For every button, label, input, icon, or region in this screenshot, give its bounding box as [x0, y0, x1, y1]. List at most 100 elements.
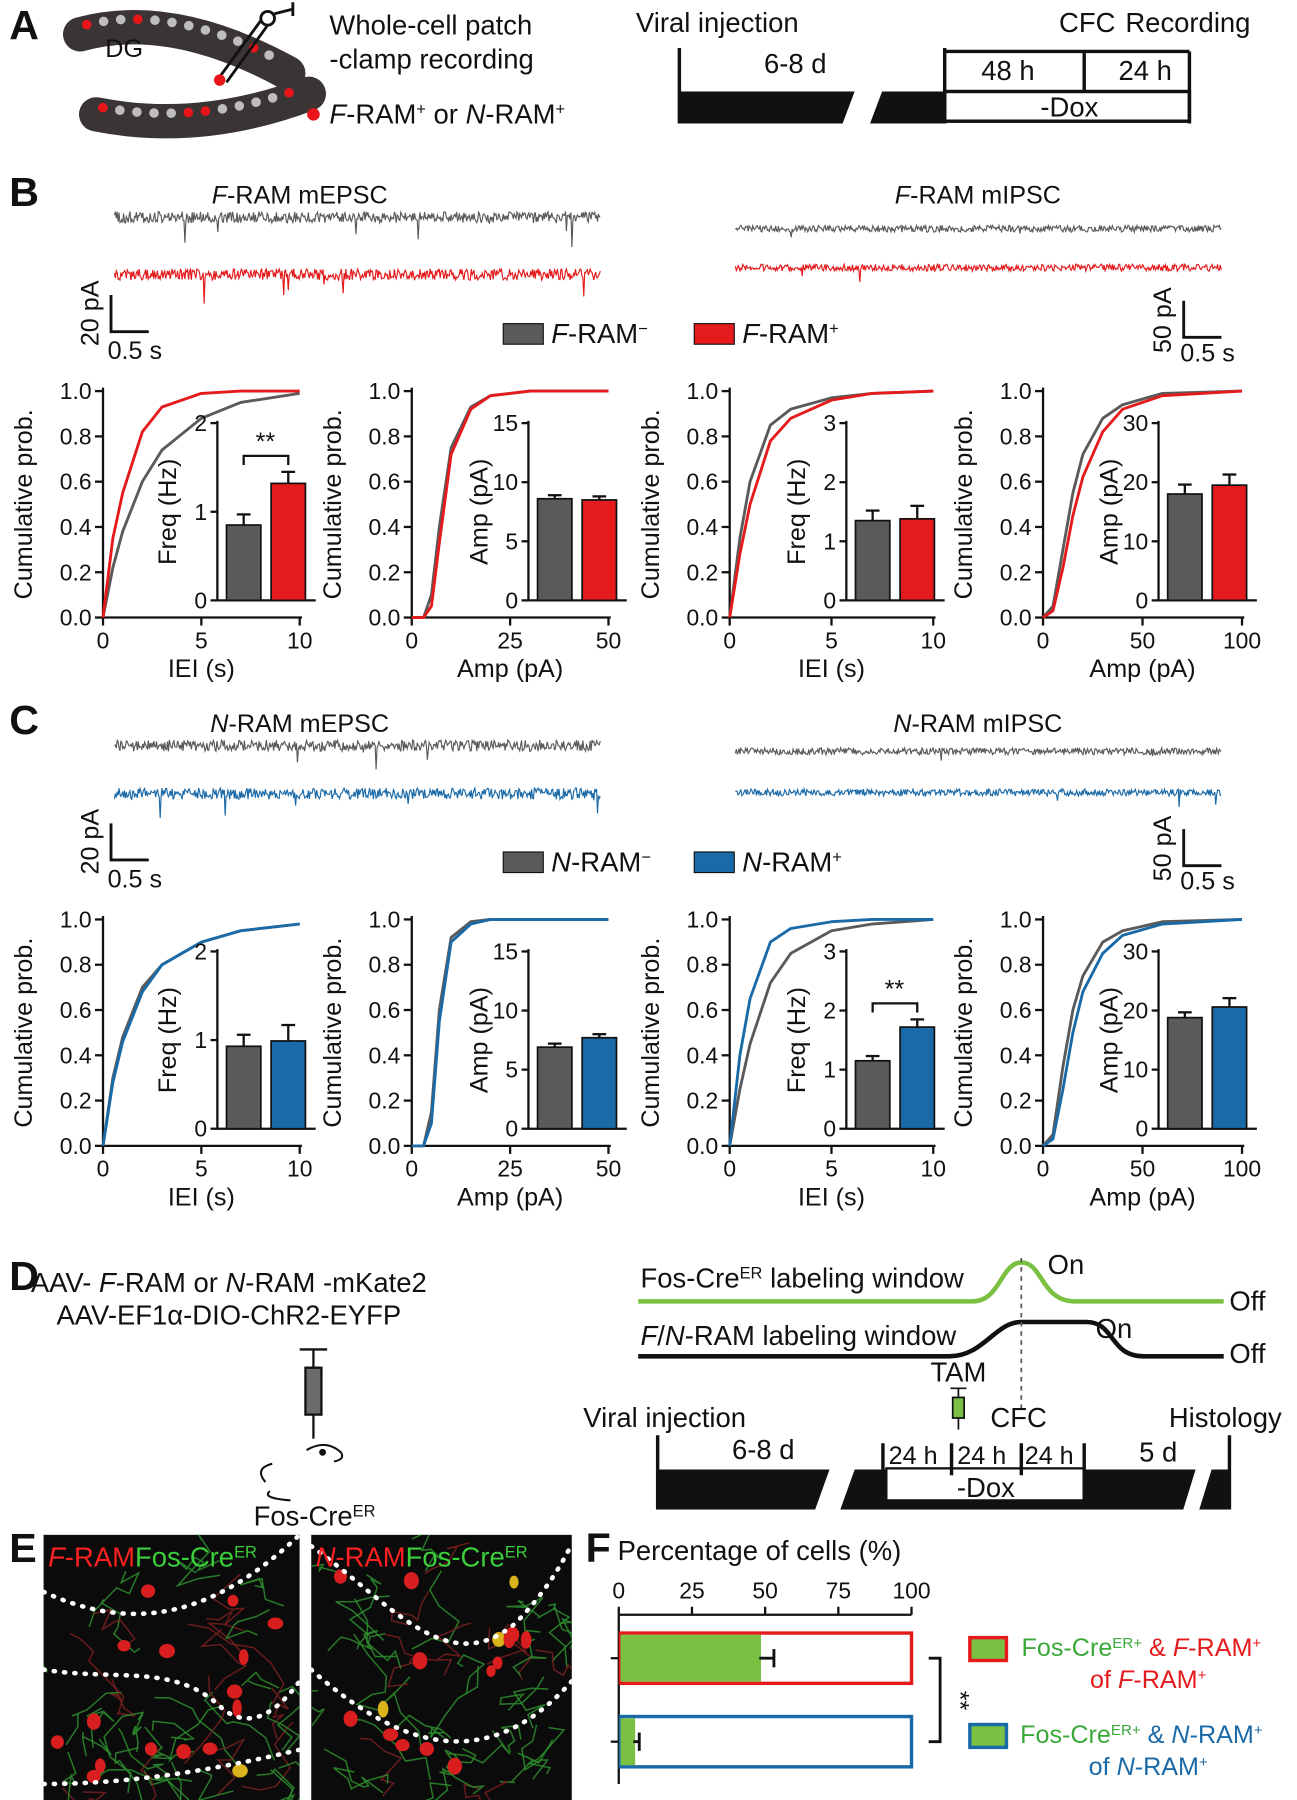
y-tick-label: 0.0: [1000, 605, 1032, 631]
fiber: [131, 1713, 144, 1753]
text-segment: -RAM: [762, 846, 832, 877]
y-tick-label: 1.0: [60, 378, 92, 404]
x-tick-label: 25: [497, 627, 522, 653]
legend-label: of F-RAM+: [1090, 1666, 1207, 1694]
bar: [899, 1026, 936, 1130]
y-tick-label: 0.0: [60, 605, 92, 631]
inset-y-tick-label: 30: [1123, 410, 1148, 436]
micrograph-label: N-RAMFos-CreER: [316, 1542, 528, 1573]
panel-letter: B: [9, 169, 39, 215]
text-segment: Fos-Cre: [1022, 1634, 1113, 1662]
fiber: [501, 1724, 522, 1753]
current-trace: [735, 786, 1222, 807]
legend-swatch: [502, 323, 544, 345]
timeline-label: 24 h: [1119, 55, 1172, 86]
text-segment: F: [742, 318, 761, 349]
fiber: [109, 1678, 136, 1717]
fiber: [69, 1633, 125, 1716]
cell: [377, 1700, 389, 1718]
fiber: [278, 1761, 300, 1800]
y-tick-label: 0.4: [60, 514, 92, 540]
cell: [232, 1699, 242, 1718]
inset-y-tick-label: 1: [823, 528, 836, 554]
x-axis-label: IEI (s): [798, 655, 865, 683]
fiber: [154, 1696, 238, 1766]
cdf-line: [728, 918, 934, 1147]
cell: [343, 1710, 358, 1727]
text-segment: −: [641, 848, 651, 866]
layer-outline: [43, 1747, 300, 1787]
scale-label: 0.5 s: [1180, 868, 1235, 896]
bar: [899, 517, 936, 602]
scale-bar: [1182, 829, 1222, 868]
fiber: [117, 1727, 169, 1776]
fiber: [535, 1649, 572, 1677]
tam-syringe-body: [951, 1396, 965, 1419]
inset-y-tick-label: 10: [1123, 1057, 1148, 1083]
fiber: [360, 1737, 403, 1797]
cell: [94, 1758, 106, 1774]
x-axis-label: Amp (pA): [457, 1183, 563, 1211]
fiber: [390, 1590, 430, 1626]
fiber: [139, 1747, 161, 1800]
fiber: [241, 1721, 294, 1791]
inset-y-tick-label: 3: [823, 938, 836, 964]
significance-bracket: [871, 1002, 919, 1013]
layer-outline: [43, 1534, 300, 1617]
scale-label: 20 pA: [76, 809, 104, 875]
fiber: [411, 1570, 460, 1650]
fiber: [206, 1609, 247, 1659]
text-segment: /: [657, 1320, 665, 1351]
bar: [1166, 493, 1203, 602]
inset-y-label: Amp (pA): [1095, 459, 1123, 565]
cell-dot: [200, 25, 211, 35]
current-trace: [114, 738, 601, 770]
panel-letter: F: [586, 1525, 611, 1571]
text-segment: Fos-Cre: [640, 1263, 739, 1294]
fiber: [103, 1711, 145, 1794]
fiber: [526, 1726, 566, 1775]
cell-dot: [167, 17, 177, 28]
x-tick-label: 0: [1037, 627, 1050, 653]
inset-y-label: Freq (Hz): [154, 987, 182, 1093]
fiber: [548, 1603, 571, 1667]
inset-y-label: Amp (pA): [465, 459, 493, 565]
virus-label: AAV-EF1α-DIO-ChR2-EYFP: [56, 1299, 401, 1330]
cell: [227, 1594, 239, 1607]
text-segment: &: [1141, 1721, 1172, 1749]
x-tick-label: 5: [195, 627, 208, 653]
fiber: [569, 1642, 572, 1649]
text-segment: Fos-Cre: [135, 1542, 234, 1573]
x-tick-label: 50: [1130, 1156, 1155, 1182]
inset-y-tick-label: 10: [493, 469, 518, 495]
text-segment: +: [416, 101, 426, 119]
inset-y-tick-label: 1: [194, 1027, 207, 1053]
cell: [382, 1728, 399, 1741]
y-axis-label: Cumulative prob.: [637, 409, 665, 599]
fiber: [183, 1675, 226, 1765]
cell-dot: [115, 105, 125, 116]
cdf-line: [101, 391, 300, 618]
timeline-bar: [679, 91, 945, 124]
trace-title: F-RAM mIPSC: [895, 182, 1061, 210]
dentate-gyrus-band: [78, 76, 327, 139]
inset-y-tick-label: 0: [194, 587, 207, 613]
x-tick-label: 25: [497, 1156, 522, 1182]
x-axis-label: Amp (pA): [1089, 1183, 1195, 1211]
inset-y-tick-label: 0: [505, 587, 518, 613]
x-tick-label: 50: [596, 627, 621, 653]
fiber: [483, 1780, 509, 1800]
inset-y-tick-label: 1: [194, 499, 207, 525]
inset-y-tick-label: 0: [505, 1116, 518, 1142]
fiber: [276, 1685, 300, 1751]
y-tick-label: 0.2: [686, 559, 718, 585]
fiber: [512, 1687, 549, 1729]
y-tick-label: 0.2: [686, 1088, 718, 1114]
y-tick-label: 0.0: [60, 1133, 92, 1159]
fiber: [517, 1599, 572, 1634]
dentate-gyrus-band: [62, 10, 306, 91]
y-tick-label: 0.0: [686, 605, 718, 631]
y-tick-label: 0.8: [1000, 423, 1032, 449]
timeline-label: 6-8 d: [764, 48, 827, 79]
